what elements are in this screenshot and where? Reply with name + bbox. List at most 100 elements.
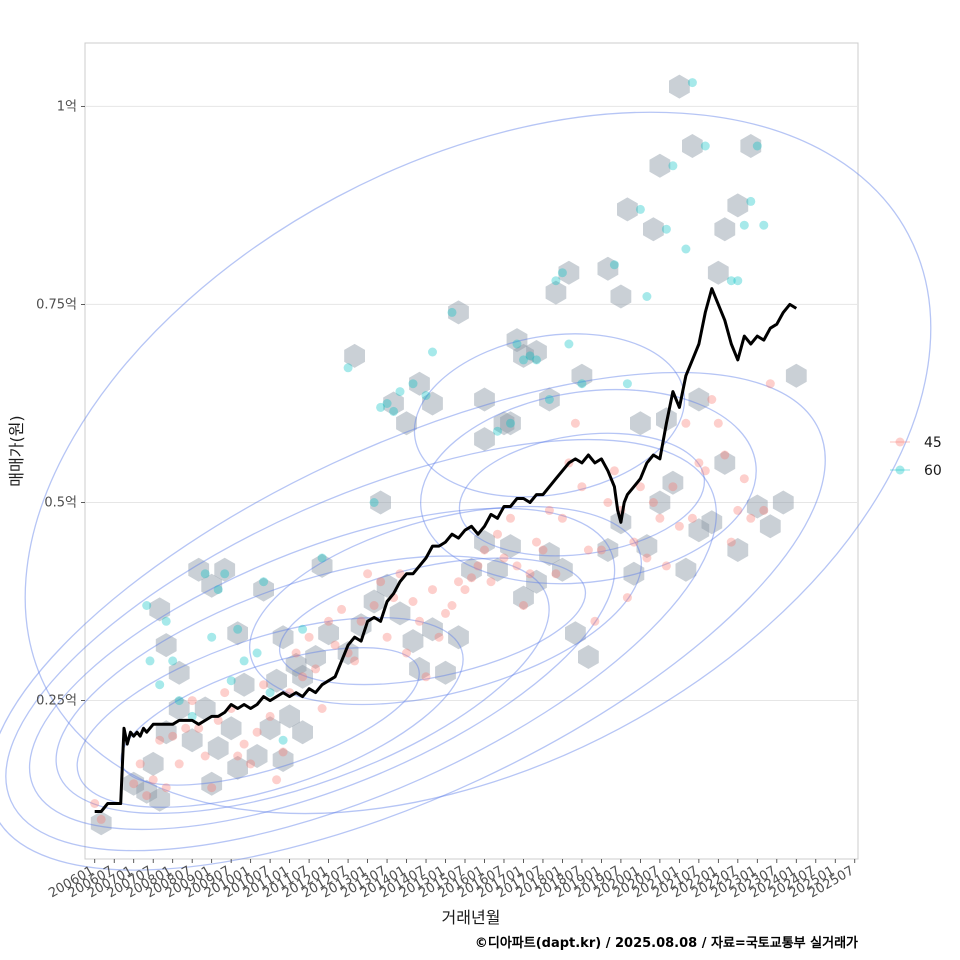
point-series-45 xyxy=(421,672,431,682)
density-contour xyxy=(278,557,587,686)
hex-bin xyxy=(474,387,495,412)
point-series-60 xyxy=(142,601,152,610)
point-series-45 xyxy=(408,597,418,606)
y-tick-label: 0.25억 xyxy=(36,694,77,709)
point-series-60 xyxy=(700,141,710,151)
point-series-60 xyxy=(389,406,399,416)
point-series-45 xyxy=(681,418,691,428)
point-series-45 xyxy=(661,561,671,571)
hex-bin xyxy=(669,74,690,99)
hex-bin xyxy=(558,260,580,285)
point-series-45 xyxy=(200,751,210,761)
point-series-45 xyxy=(726,537,736,547)
point-series-60 xyxy=(421,391,431,400)
point-series-45 xyxy=(246,759,256,769)
hex-bin xyxy=(772,490,794,515)
hex-bin xyxy=(746,494,768,519)
point-series-45 xyxy=(233,751,243,761)
hex-bin xyxy=(785,363,807,388)
point-series-60 xyxy=(525,351,535,361)
hex-bin xyxy=(272,748,294,772)
point-series-45 xyxy=(265,711,275,721)
hex-bin xyxy=(155,633,177,658)
median-price-line xyxy=(94,287,798,813)
hex-bin xyxy=(714,450,736,475)
hex-bin xyxy=(266,668,287,693)
point-series-60 xyxy=(207,632,217,642)
hex-bin xyxy=(727,538,749,562)
point-series-45 xyxy=(239,739,249,749)
point-series-60 xyxy=(298,624,308,634)
hex-bin xyxy=(461,557,482,582)
point-series-45 xyxy=(603,498,613,507)
hex-bin xyxy=(448,625,469,650)
point-series-45 xyxy=(746,513,756,523)
point-series-45 xyxy=(544,505,554,515)
point-series-45 xyxy=(460,585,470,595)
point-series-60 xyxy=(220,569,230,579)
hex-bin xyxy=(643,217,664,242)
legend: 45 60 xyxy=(890,435,942,479)
caption: ©디아파트(dapt.kr) / 2025.08.08 / 자료=국토교통부 실… xyxy=(475,935,858,951)
hex-bin xyxy=(220,716,242,741)
point-series-45 xyxy=(551,569,561,579)
point-series-60 xyxy=(278,735,288,745)
point-series-60 xyxy=(428,347,437,357)
point-series-45 xyxy=(369,601,379,610)
hex-bin xyxy=(740,134,762,158)
point-series-45 xyxy=(168,731,178,741)
hex-bin xyxy=(759,514,781,539)
hex-bin xyxy=(662,470,684,495)
point-series-60 xyxy=(759,220,769,230)
point-series-45 xyxy=(700,466,710,476)
point-series-45 xyxy=(506,513,515,523)
hex-bin xyxy=(396,411,417,436)
point-series-45 xyxy=(499,553,509,563)
hex-bin xyxy=(506,328,528,353)
hex-bin xyxy=(168,696,190,721)
point-series-45 xyxy=(648,498,658,507)
point-series-45 xyxy=(363,569,373,579)
density-contour xyxy=(55,555,550,815)
point-series-45 xyxy=(395,569,405,579)
point-series-45 xyxy=(668,482,678,492)
point-series-60 xyxy=(733,276,743,286)
point-series-45 xyxy=(148,775,158,785)
point-series-45 xyxy=(194,723,204,733)
point-series-60 xyxy=(233,624,243,634)
point-series-45 xyxy=(259,680,269,690)
hex-bin xyxy=(487,557,508,582)
hex-bin xyxy=(675,557,697,582)
hex-bin xyxy=(610,284,632,309)
hex-bin xyxy=(565,621,586,646)
point-series-45 xyxy=(674,521,684,531)
legend-key-60 xyxy=(895,465,905,475)
hex-bin xyxy=(435,660,456,685)
hex-bin xyxy=(448,300,469,325)
hex-bin xyxy=(214,557,236,582)
y-axis-title: 매매가(원) xyxy=(7,415,26,486)
point-series-45 xyxy=(304,632,314,642)
hex-bin xyxy=(688,518,710,543)
median-line-layer xyxy=(94,287,798,813)
point-series-45 xyxy=(525,569,535,579)
point-series-45 xyxy=(583,545,593,555)
point-series-45 xyxy=(207,783,217,793)
point-series-60 xyxy=(557,268,567,278)
point-series-45 xyxy=(155,735,165,745)
point-series-45 xyxy=(330,640,340,650)
point-series-60 xyxy=(519,355,528,365)
point-series-45 xyxy=(161,783,171,793)
point-series-45 xyxy=(337,604,347,614)
hex-bin xyxy=(630,411,651,436)
hex-bin xyxy=(149,597,171,622)
point-series-60 xyxy=(681,244,691,254)
point-series-60 xyxy=(252,648,262,658)
point-series-45 xyxy=(739,474,749,484)
point-series-60 xyxy=(174,696,184,706)
point-series-45 xyxy=(467,573,476,583)
point-series-45 xyxy=(174,759,184,769)
hex-bin xyxy=(285,652,307,677)
point-series-60 xyxy=(622,379,632,389)
